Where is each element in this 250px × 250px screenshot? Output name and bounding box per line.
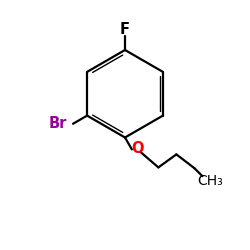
- Text: CH₃: CH₃: [198, 174, 223, 188]
- Text: Br: Br: [48, 116, 67, 131]
- Text: F: F: [120, 22, 130, 38]
- Text: O: O: [131, 141, 143, 156]
